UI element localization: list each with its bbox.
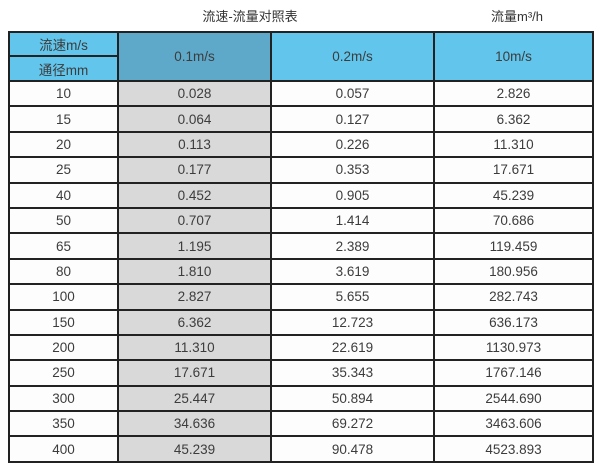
flow-value-cell: 0.707 — [117, 206, 272, 235]
corner-velocity-label: 流速m/s — [8, 31, 119, 57]
diameter-cell: 200 — [8, 333, 119, 362]
flow-value-cell: 119.459 — [433, 232, 594, 260]
diameter-cell: 80 — [8, 257, 119, 286]
table-header: 流速m/s 0.1m/s 0.2m/s 10m/s 通径mm — [8, 31, 594, 82]
flow-value-cell: 0.905 — [270, 181, 435, 209]
flow-value-cell: 69.272 — [270, 410, 435, 438]
flow-value-cell: 0.177 — [117, 156, 272, 184]
diameter-cell: 250 — [8, 359, 119, 387]
diameter-cell: 10 — [8, 79, 119, 108]
table-body: 10 0.028 0.057 2.826 15 0.064 0.127 6.362 20 0.11… — [8, 79, 594, 463]
diameter-cell: 150 — [8, 308, 119, 336]
flow-value-cell: 0.353 — [270, 156, 435, 184]
flow-value-cell: 3.619 — [270, 257, 435, 286]
diameter-cell: 300 — [8, 384, 119, 413]
flow-value-cell: 1.195 — [117, 232, 272, 260]
table-row: 300 25.447 50.894 2544.690 — [8, 384, 594, 413]
flow-value-cell: 17.671 — [433, 156, 594, 184]
flow-value-cell: 2544.690 — [433, 384, 594, 413]
flow-value-cell: 4523.893 — [433, 435, 594, 463]
header-row-top: 流速m/s 0.1m/s 0.2m/s 10m/s — [8, 31, 594, 82]
diameter-cell: 15 — [8, 105, 119, 133]
page-title: 流速-流量对照表 — [202, 9, 298, 24]
flow-value-cell: 0.064 — [117, 105, 272, 133]
table-row: 100 2.827 5.655 282.743 — [8, 283, 594, 311]
flow-value-cell: 17.671 — [117, 359, 272, 387]
flow-value-cell: 0.127 — [270, 105, 435, 133]
corner-diameter-label: 通径mm — [8, 55, 119, 82]
table-row: 40 0.452 0.905 45.239 — [8, 181, 594, 209]
table-row: 65 1.195 2.389 119.459 — [8, 232, 594, 260]
table-row: 400 45.239 90.478 4523.893 — [8, 435, 594, 463]
flow-unit-label: 流量m³/h — [490, 9, 544, 24]
diameter-cell: 65 — [8, 232, 119, 260]
flow-value-cell: 2.826 — [433, 79, 594, 108]
diameter-cell: 20 — [8, 130, 119, 159]
table-row: 200 11.310 22.619 1130.973 — [8, 333, 594, 362]
caption-bar: 流速-流量对照表 流量m³/h — [0, 0, 600, 30]
diameter-cell: 25 — [8, 156, 119, 184]
table-row: 350 34.636 69.272 3463.606 — [8, 410, 594, 438]
table-row: 20 0.113 0.226 11.310 — [8, 130, 594, 159]
flow-value-cell: 282.743 — [433, 283, 594, 311]
diameter-cell: 100 — [8, 283, 119, 311]
flow-value-cell: 70.686 — [433, 206, 594, 235]
flow-value-cell: 45.239 — [433, 181, 594, 209]
table-row: 250 17.671 35.343 1767.146 — [8, 359, 594, 387]
flow-value-cell: 2.827 — [117, 283, 272, 311]
table-row: 80 1.810 3.619 180.956 — [8, 257, 594, 286]
flow-value-cell: 34.636 — [117, 410, 272, 438]
flow-rate-table: 流速m/s 0.1m/s 0.2m/s 10m/s 通径mm 10 0.028 0.… — [8, 31, 594, 463]
flow-value-cell: 50.894 — [270, 384, 435, 413]
table-row: 150 6.362 12.723 636.173 — [8, 308, 594, 336]
velocity-header-0-1ms: 0.1m/s — [117, 31, 272, 82]
table-row: 25 0.177 0.353 17.671 — [8, 156, 594, 184]
flow-value-cell: 25.447 — [117, 384, 272, 413]
velocity-header-10ms: 10m/s — [433, 31, 594, 82]
flow-value-cell: 45.239 — [117, 435, 272, 463]
velocity-header-0-2ms: 0.2m/s — [270, 31, 435, 82]
flow-value-cell: 5.655 — [270, 283, 435, 311]
flow-value-cell: 1.414 — [270, 206, 435, 235]
flow-value-cell: 12.723 — [270, 308, 435, 336]
flow-value-cell: 22.619 — [270, 333, 435, 362]
flow-value-cell: 90.478 — [270, 435, 435, 463]
flow-value-cell: 2.389 — [270, 232, 435, 260]
flow-value-cell: 6.362 — [433, 105, 594, 133]
flow-value-cell: 0.113 — [117, 130, 272, 159]
flow-value-cell: 3463.606 — [433, 410, 594, 438]
header-row-bottom: 通径mm — [8, 55, 593, 82]
flow-value-cell: 6.362 — [117, 308, 272, 336]
table-row: 10 0.028 0.057 2.826 — [8, 79, 594, 108]
flow-value-cell: 0.028 — [117, 79, 272, 108]
diameter-cell: 400 — [8, 435, 119, 463]
flow-value-cell: 1767.146 — [433, 359, 594, 387]
flow-value-cell: 0.452 — [117, 181, 272, 209]
flow-value-cell: 180.956 — [433, 257, 594, 286]
diameter-cell: 40 — [8, 181, 119, 209]
flow-value-cell: 0.226 — [270, 130, 435, 159]
flow-value-cell: 1130.973 — [433, 333, 594, 362]
diameter-cell: 50 — [8, 206, 119, 235]
flow-value-cell: 35.343 — [270, 359, 435, 387]
flow-value-cell: 0.057 — [270, 79, 435, 108]
table-row: 50 0.707 1.414 70.686 — [8, 206, 594, 235]
flow-value-cell: 11.310 — [117, 333, 272, 362]
flow-value-cell: 636.173 — [433, 308, 594, 336]
diameter-cell: 350 — [8, 410, 119, 438]
flow-value-cell: 1.810 — [117, 257, 272, 286]
table-row: 15 0.064 0.127 6.362 — [8, 105, 594, 133]
flow-value-cell: 11.310 — [433, 130, 594, 159]
